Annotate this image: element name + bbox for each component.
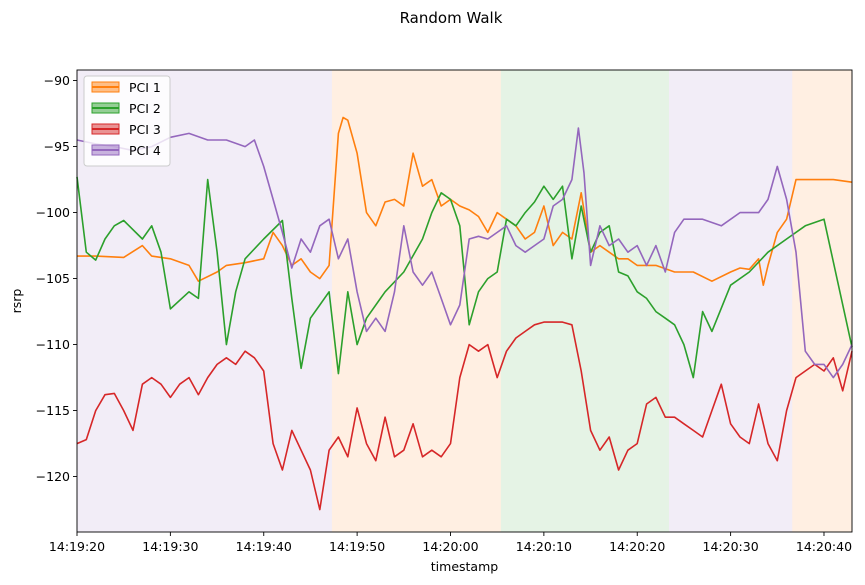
plot-frame (76, 69, 853, 533)
x-axis-label: timestamp (431, 559, 498, 574)
serving-cell-bands (77, 70, 852, 532)
legend-label: PCI 4 (129, 143, 161, 158)
y-tick-label: −120 (36, 469, 70, 484)
series-lines (76, 116, 853, 511)
x-tick-label: 14:19:30 (142, 539, 198, 554)
y-tick-label: −110 (36, 337, 70, 352)
x-tick-label: 14:20:40 (796, 539, 852, 554)
band-pci-2-2 (500, 70, 669, 532)
legend-label: PCI 2 (129, 101, 161, 116)
x-tick-label: 14:20:30 (703, 539, 759, 554)
legend: PCI 1 PCI 2 PCI 3 PCI 4 (83, 75, 171, 167)
line-pci-2 (76, 176, 853, 379)
x-tick-label: 14:19:50 (329, 539, 385, 554)
band-pci-4-3 (668, 70, 793, 532)
y-tick-label: −100 (36, 205, 70, 220)
y-tick-label: −115 (36, 403, 70, 418)
x-tick-label: 14:19:40 (236, 539, 292, 554)
x-tick-label: 14:20:10 (516, 539, 572, 554)
legend-label: PCI 1 (129, 80, 161, 95)
y-axis: −90 −95 −100 −105 −110 −115 −120 (36, 73, 77, 484)
y-tick-label: −90 (44, 73, 70, 88)
x-tick-label: 14:20:00 (422, 539, 478, 554)
y-tick-label: −105 (36, 271, 70, 286)
legend-box (83, 75, 171, 167)
y-tick-label: −95 (44, 139, 70, 154)
chart-title: Random Walk (400, 9, 503, 27)
y-axis-label: rsrp (9, 289, 24, 314)
x-tick-label: 14:20:20 (609, 539, 665, 554)
line-pci-4 (76, 127, 853, 379)
x-axis: 14:19:20 14:19:30 14:19:40 14:19:50 14:20:00… (49, 532, 852, 554)
line-pci-1 (77, 116, 853, 286)
x-tick-label: 14:19:20 (49, 539, 105, 554)
line-pci-3 (76, 321, 853, 511)
legend-label: PCI 3 (129, 122, 161, 137)
